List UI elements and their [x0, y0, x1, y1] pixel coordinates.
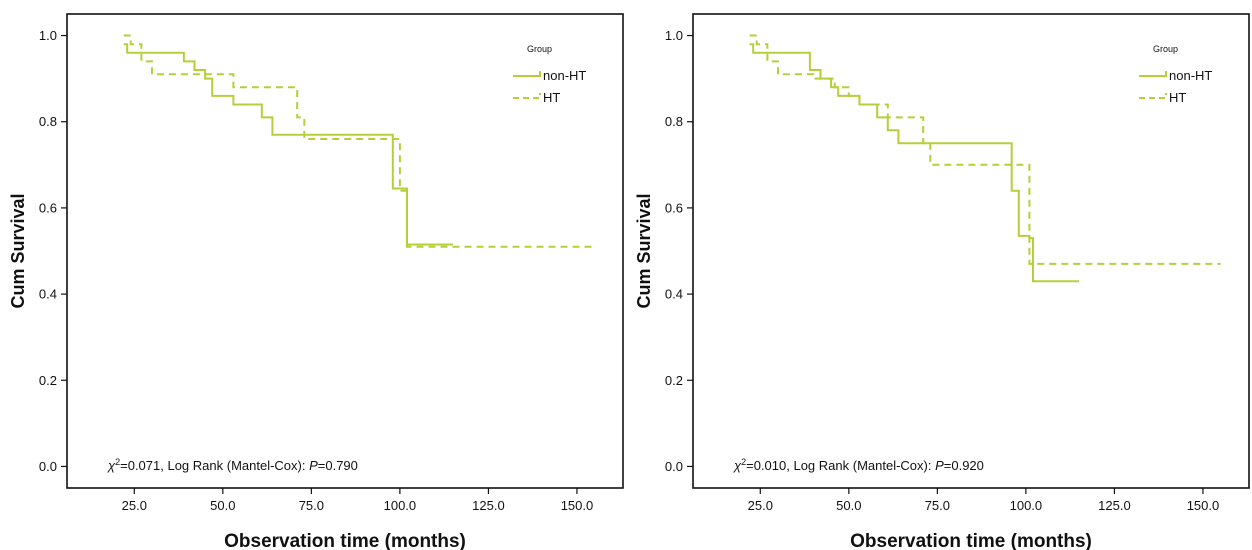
stat-p-value: =0.790	[318, 458, 358, 473]
y-tick-label: 0.8	[39, 114, 57, 129]
series-line-non-ht	[749, 43, 1079, 283]
chart-panel-right: 0.0 0.2 0.4 0.6 0.8 1.0 25.0 50.0 75.0 100.0 125.0…	[626, 0, 1252, 550]
y-axis-title: Cum Survival	[8, 193, 28, 308]
plot-frame	[66, 13, 624, 489]
legend-title: Group	[1153, 44, 1178, 54]
x-tick-label: 25.0	[122, 498, 147, 513]
legend-swatch-ht	[513, 93, 541, 99]
x-tick-label: 125.0	[1098, 498, 1131, 513]
x-axis-title: Observation time (months)	[850, 531, 1092, 550]
x-tick-label: 125.0	[472, 498, 505, 513]
x-axis-title: Observation time (months)	[224, 531, 466, 550]
y-tick-label: 0.8	[665, 114, 683, 129]
legend-swatch-ht	[1139, 93, 1167, 99]
x-tick-label: 50.0	[210, 498, 235, 513]
x-tick-label: 75.0	[925, 498, 950, 513]
legend-label: non-HT	[1169, 68, 1212, 83]
legend-label: HT	[1169, 90, 1186, 105]
stat-p-label: P	[309, 458, 318, 473]
stat-value: =0.071, Log Rank (Mantel-Cox):	[120, 458, 309, 473]
legend-swatch-non-ht	[1139, 71, 1167, 77]
stat-sup: 2	[741, 457, 746, 467]
y-tick-label: 0.2	[665, 373, 683, 388]
x-tick-label: 100.0	[1010, 498, 1043, 513]
x-tick-label: 150.0	[561, 498, 594, 513]
y-tick-label: 0.4	[665, 287, 683, 302]
stat-sup: 2	[115, 457, 120, 467]
y-tick-label: 1.0	[39, 28, 57, 43]
y-tick-label: 0.2	[39, 373, 57, 388]
stat-chi: χ	[733, 458, 742, 473]
stat-value: =0.010, Log Rank (Mantel-Cox):	[746, 458, 935, 473]
y-tick-label: 0.6	[665, 200, 683, 215]
plot-frame	[692, 13, 1250, 489]
y-tick-label: 0.0	[665, 459, 683, 474]
x-tick-label: 75.0	[299, 498, 324, 513]
stat-p-value: =0.920	[944, 458, 984, 473]
x-tick-label: 50.0	[836, 498, 861, 513]
series-line-ht	[749, 34, 1221, 265]
legend-label: HT	[543, 90, 560, 105]
legend-title: Group	[527, 44, 552, 54]
series-line-ht	[123, 34, 595, 248]
series-line-non-ht	[123, 43, 453, 246]
legend-label: non-HT	[543, 68, 586, 83]
survival-chart-left: 0.0 0.2 0.4 0.6 0.8 1.0 25.0 50.0 75.0 100.0 125.0…	[8, 13, 624, 550]
y-axis-title: Cum Survival	[634, 193, 654, 308]
y-tick-label: 1.0	[665, 28, 683, 43]
y-tick-label: 0.4	[39, 287, 57, 302]
y-tick-label: 0.0	[39, 459, 57, 474]
x-tick-label: 100.0	[384, 498, 417, 513]
stat-p-label: P	[935, 458, 944, 473]
stat-chi: χ	[107, 458, 116, 473]
legend-swatch-non-ht	[513, 71, 541, 77]
stat-annotation: χ2=0.010, Log Rank (Mantel-Cox): P=0.920	[733, 457, 984, 473]
y-tick-label: 0.6	[39, 200, 57, 215]
x-tick-label: 150.0	[1187, 498, 1220, 513]
stat-annotation: χ2=0.071, Log Rank (Mantel-Cox): P=0.790	[107, 457, 358, 473]
survival-chart-right: 0.0 0.2 0.4 0.6 0.8 1.0 25.0 50.0 75.0 100.0 125.0…	[634, 13, 1250, 550]
chart-panel-left: 0.0 0.2 0.4 0.6 0.8 1.0 25.0 50.0 75.0 100.0 125.0…	[8, 13, 624, 550]
x-tick-label: 25.0	[748, 498, 773, 513]
